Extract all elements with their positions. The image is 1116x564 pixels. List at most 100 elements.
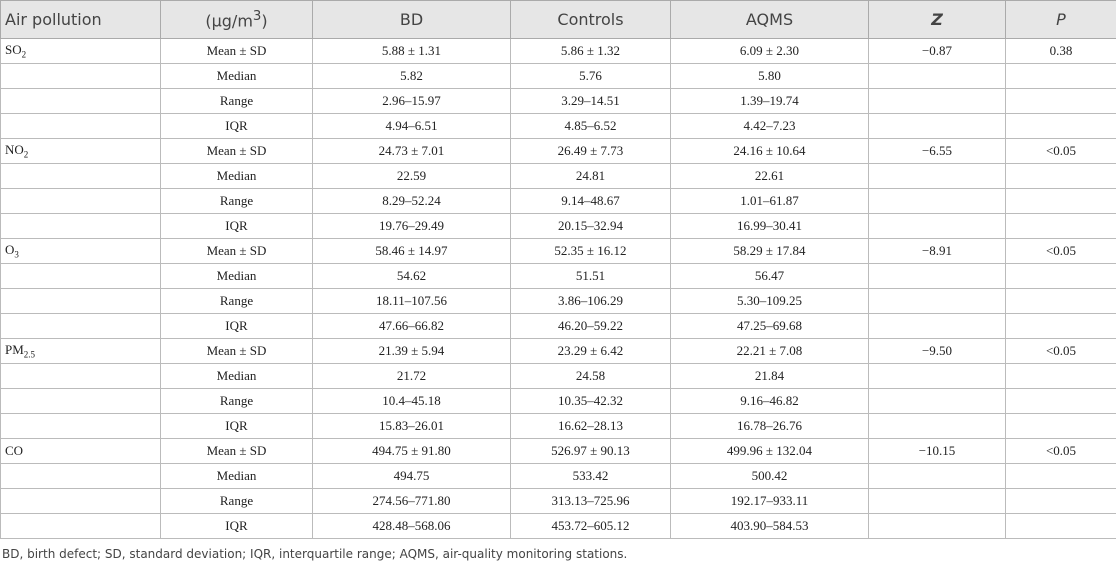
text: Controls	[557, 10, 624, 29]
statistic-cell: Range	[160, 88, 313, 114]
statistic-cell: Range	[160, 388, 313, 414]
value-cell: 21.39 ± 5.94	[312, 338, 511, 364]
subscript: 3	[14, 249, 19, 260]
p-cell	[1005, 88, 1116, 114]
value-cell: 6.09 ± 2.30	[670, 38, 869, 64]
value-cell: 5.80	[670, 63, 869, 89]
z-value: −0.87	[921, 43, 953, 58]
value-cell: 4.42–7.23	[670, 113, 869, 139]
value-cell: 15.83–26.01	[312, 413, 511, 439]
p-cell	[1005, 513, 1116, 539]
subscript: 2	[23, 149, 29, 160]
value-cell: 533.42	[510, 463, 671, 489]
table-row: Range 2.96–15.97 3.29–14.51 1.39–19.74	[0, 88, 1116, 114]
value-cell: 494.75 ± 91.80	[312, 438, 511, 464]
value-cell: 21.84	[670, 363, 869, 389]
footnote: BD, birth defect; SD, standard deviation…	[2, 547, 628, 561]
value-cell: 5.86 ± 1.32	[510, 38, 671, 64]
pollutant-cell	[0, 163, 161, 189]
value-cell: 9.14–48.67	[510, 188, 671, 214]
p-cell	[1005, 288, 1116, 314]
value-cell: 500.42	[670, 463, 869, 489]
value-cell: 428.48–568.06	[312, 513, 511, 539]
table-row: IQR 19.76–29.49 20.15–32.94 16.99–30.41	[0, 213, 1116, 239]
p-cell	[1005, 63, 1116, 89]
subscript: 2.5	[23, 349, 36, 360]
value-cell: 5.30–109.25	[670, 288, 869, 314]
pollutant-cell	[0, 388, 161, 414]
superscript: 3	[252, 8, 262, 24]
z-cell: −0.87	[868, 38, 1006, 64]
statistic-cell: Median	[160, 263, 313, 289]
p-cell	[1005, 163, 1116, 189]
header-cell: P	[1005, 0, 1116, 39]
value-cell: 4.94–6.51	[312, 113, 511, 139]
pollutant-cell	[0, 413, 161, 439]
z-value: −6.55	[921, 143, 953, 158]
value-cell: 526.97 ± 90.13	[510, 438, 671, 464]
value-cell: 22.21 ± 7.08	[670, 338, 869, 364]
pollutant-cell	[0, 488, 161, 514]
value-cell: 19.76–29.49	[312, 213, 511, 239]
value-cell: 3.29–14.51	[510, 88, 671, 114]
text: )	[261, 11, 268, 31]
text: PM	[5, 342, 24, 358]
value-cell: 20.15–32.94	[510, 213, 671, 239]
statistic-cell: Range	[160, 288, 313, 314]
text: O	[5, 242, 15, 258]
p-cell: <0.05	[1005, 438, 1116, 464]
pollutant-cell	[0, 213, 161, 239]
pollutant-cell: CO	[0, 438, 161, 464]
table-row: O3 Mean ± SD 58.46 ± 14.97 52.35 ± 16.12 58.…	[0, 238, 1116, 264]
value-cell: 21.72	[312, 363, 511, 389]
statistic-cell: Median	[160, 363, 313, 389]
table-row: Range 18.11–107.56 3.86–106.29 5.30–109.25	[0, 288, 1116, 314]
value-cell: 499.96 ± 132.04	[670, 438, 869, 464]
p-value: <0.05	[1045, 443, 1077, 458]
statistic-cell: Median	[160, 463, 313, 489]
pollutant-cell	[0, 463, 161, 489]
pollutant-cell: PM2.5	[0, 338, 161, 364]
statistic-cell: IQR	[160, 113, 313, 139]
p-cell: <0.05	[1005, 138, 1116, 164]
value-cell: 52.35 ± 16.12	[510, 238, 671, 264]
text: NO	[5, 142, 24, 158]
table-row: IQR 47.66–66.82 46.20–59.22 47.25–69.68	[0, 313, 1116, 339]
statistic-cell: Mean ± SD	[160, 38, 313, 64]
p-cell: 0.38	[1005, 38, 1116, 64]
p-value: <0.05	[1045, 243, 1077, 258]
table-row: CO Mean ± SD 494.75 ± 91.80 526.97 ± 90.13 4…	[0, 438, 1116, 464]
value-cell: 5.88 ± 1.31	[312, 38, 511, 64]
p-cell: <0.05	[1005, 338, 1116, 364]
statistic-cell: Mean ± SD	[160, 338, 313, 364]
value-cell: 494.75	[312, 463, 511, 489]
table-row: IQR 428.48–568.06 453.72–605.12 403.90–584.…	[0, 513, 1116, 539]
z-cell	[868, 413, 1006, 439]
value-cell: 58.29 ± 17.84	[670, 238, 869, 264]
data-table: Air pollution (μg/m3) BD Controls AQMS Z P SO2…	[0, 0, 1116, 539]
z-cell	[868, 263, 1006, 289]
pollutant-cell: O3	[0, 238, 161, 264]
table-row: Median 22.59 24.81 22.61	[0, 163, 1116, 189]
p-cell	[1005, 413, 1116, 439]
statistic-cell: Range	[160, 488, 313, 514]
value-cell: 16.99–30.41	[670, 213, 869, 239]
value-cell: 54.62	[312, 263, 511, 289]
value-cell: 5.82	[312, 63, 511, 89]
value-cell: 22.61	[670, 163, 869, 189]
z-cell	[868, 163, 1006, 189]
value-cell: 9.16–46.82	[670, 388, 869, 414]
value-cell: 8.29–52.24	[312, 188, 511, 214]
p-cell	[1005, 463, 1116, 489]
text: P	[1056, 10, 1066, 29]
value-cell: 5.76	[510, 63, 671, 89]
p-cell	[1005, 363, 1116, 389]
text: (μg/m	[205, 11, 253, 31]
pollutant-cell	[0, 363, 161, 389]
statistic-cell: IQR	[160, 313, 313, 339]
z-cell	[868, 113, 1006, 139]
pollutant-cell: NO2	[0, 138, 161, 164]
header-cell: AQMS	[670, 0, 869, 39]
table-row: Median 54.62 51.51 56.47	[0, 263, 1116, 289]
